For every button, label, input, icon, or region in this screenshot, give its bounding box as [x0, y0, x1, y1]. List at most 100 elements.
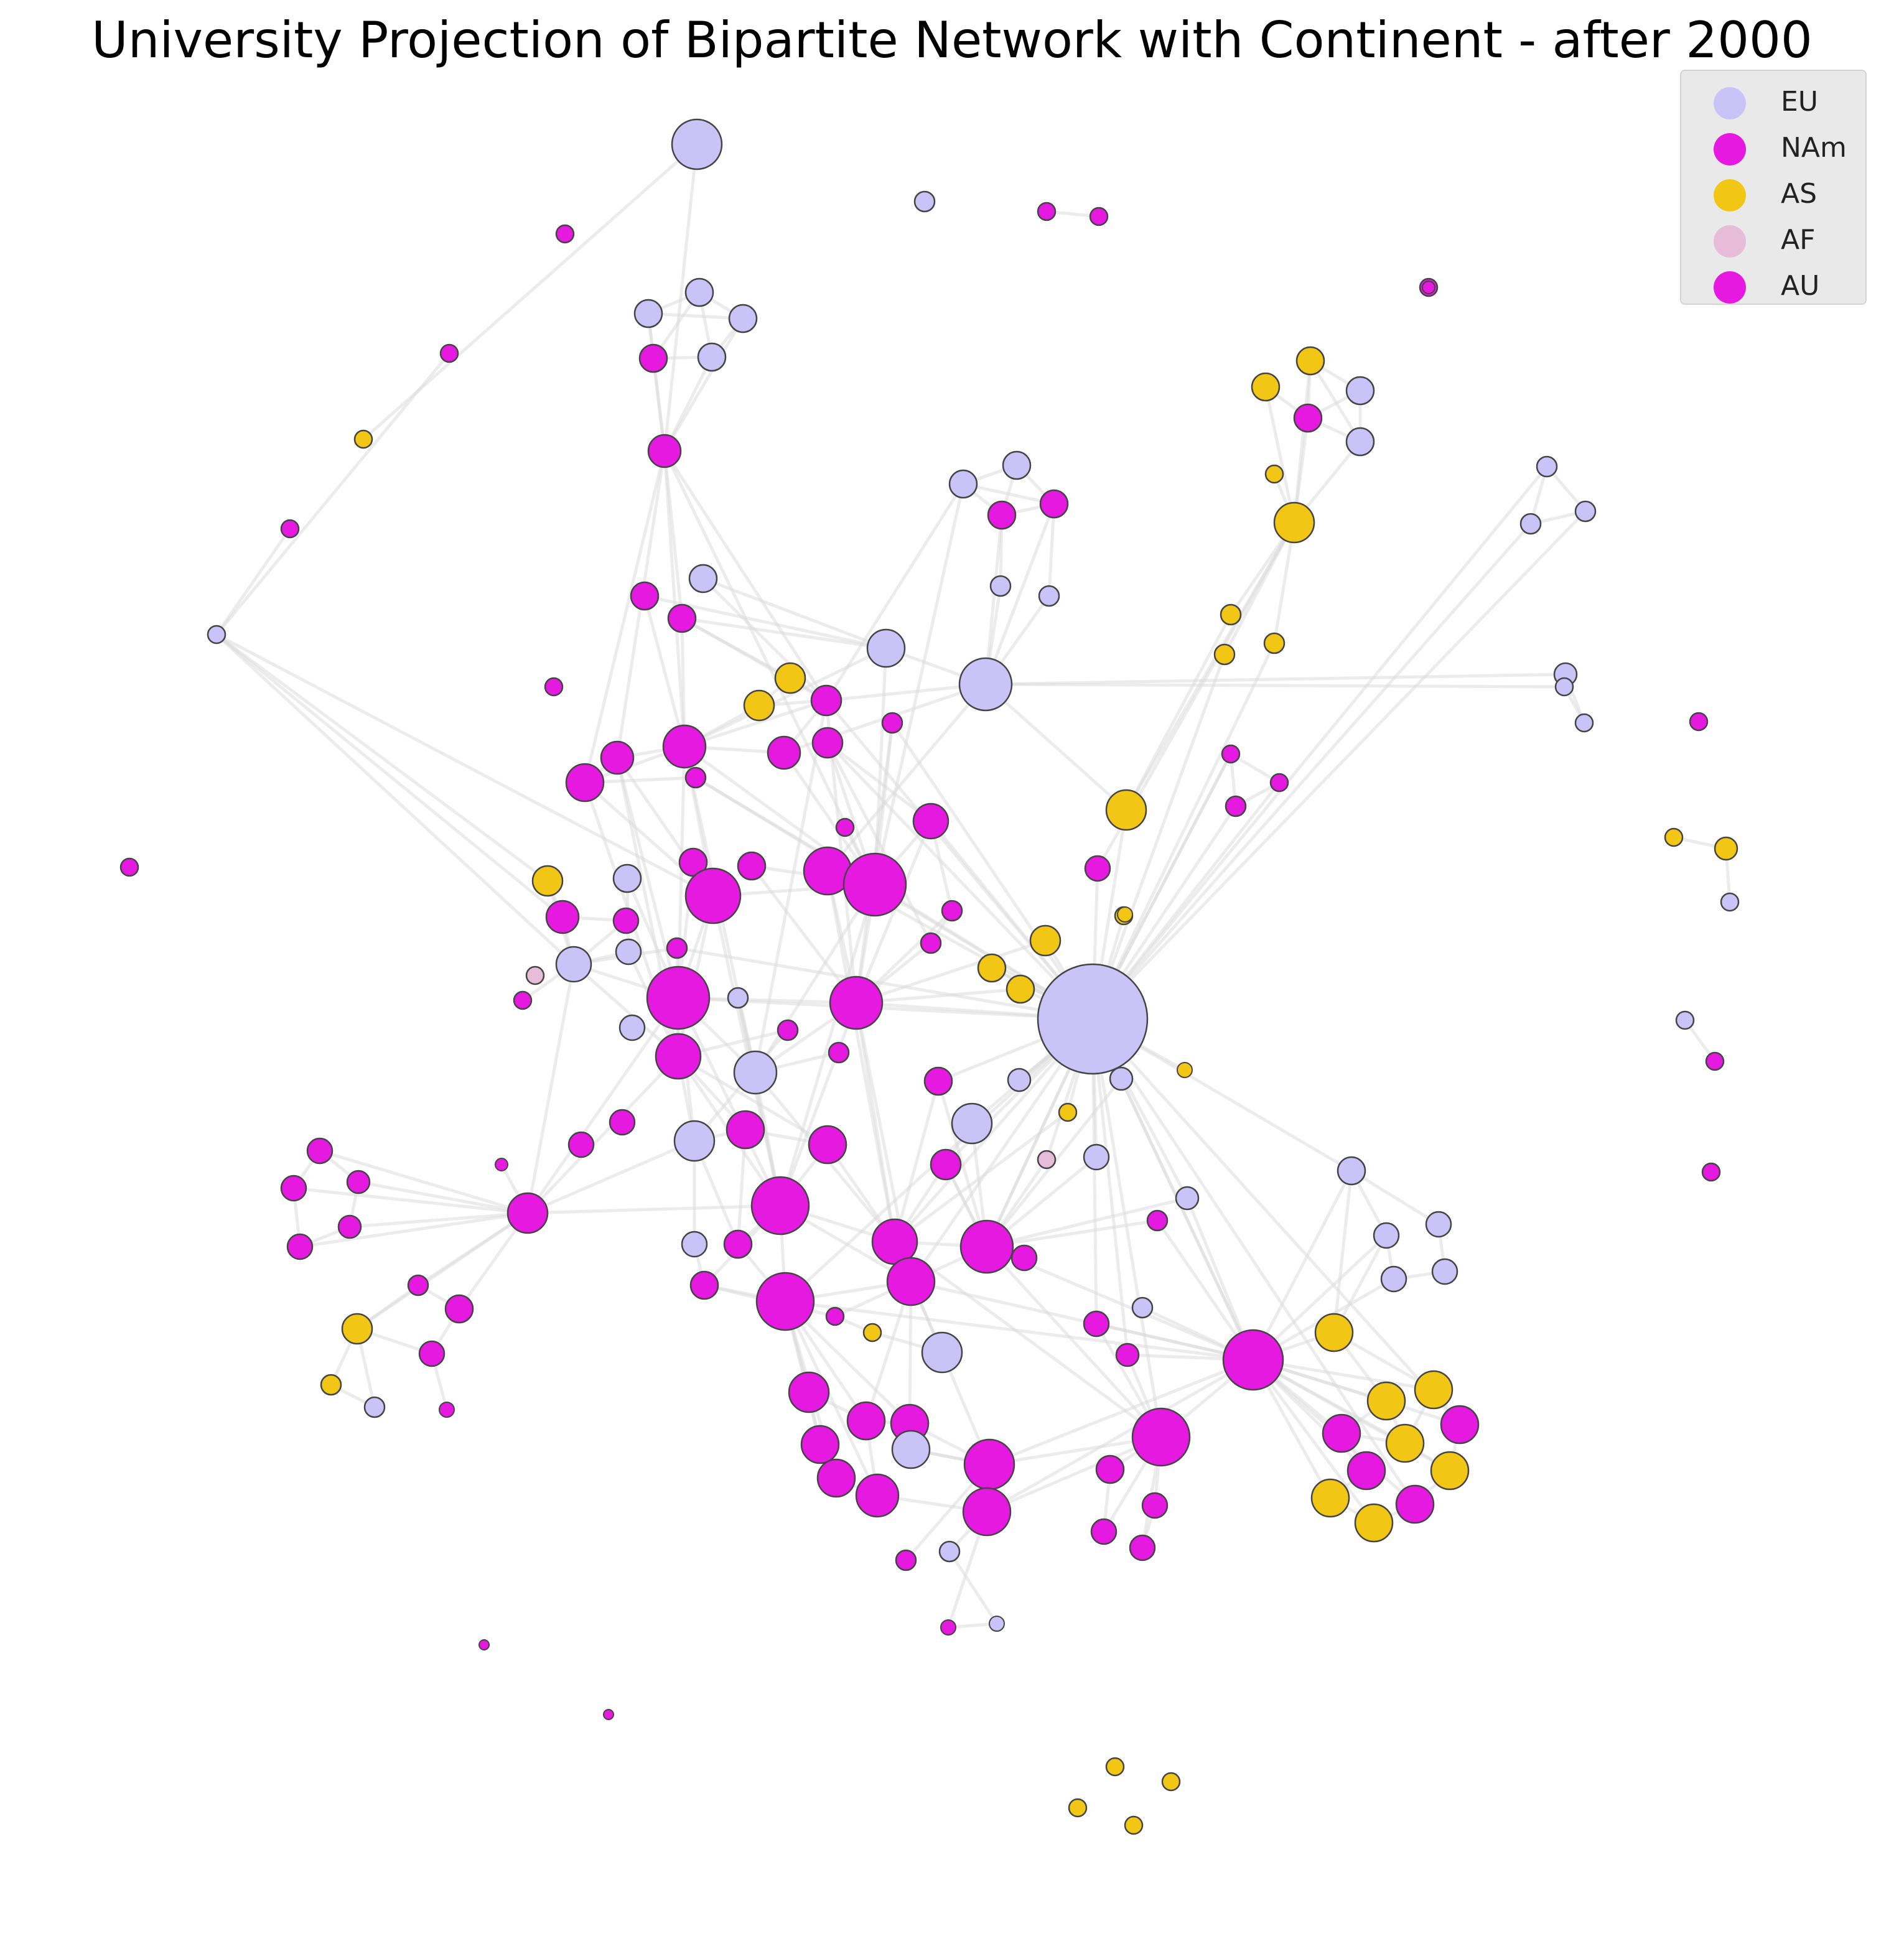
network-edge	[215, 352, 450, 636]
university-node-nam	[119, 857, 139, 877]
university-node-eu	[948, 469, 978, 499]
university-node-as	[1295, 346, 1325, 376]
university-node-nam	[565, 763, 605, 803]
network-edge	[754, 883, 877, 1074]
network-edge	[1264, 386, 1296, 523]
university-node-as	[1366, 1381, 1406, 1421]
university-node-nam	[1146, 1209, 1169, 1232]
network-edge	[526, 964, 576, 1214]
university-node-nam	[1090, 1518, 1118, 1545]
university-node-af	[1037, 1150, 1057, 1170]
university-node-nam	[737, 851, 767, 881]
legend-marker-nam	[1714, 133, 1746, 165]
university-node-nam	[609, 1109, 636, 1136]
university-node-eu	[728, 304, 758, 333]
university-node-eu	[1574, 500, 1597, 523]
university-node-as	[1177, 1062, 1193, 1078]
network-edge	[663, 317, 745, 452]
university-node-nam	[306, 1137, 334, 1165]
network-edge	[648, 312, 744, 320]
university-node-as	[1213, 643, 1236, 666]
university-node-nam	[280, 1175, 307, 1202]
university-node-nam	[495, 1158, 508, 1171]
network-edge	[663, 450, 828, 702]
university-node-nam	[439, 343, 459, 363]
university-node-nam	[1010, 1244, 1038, 1272]
university-node-nam	[1089, 207, 1109, 226]
university-node-nam	[1689, 712, 1709, 732]
university-node-nam	[678, 847, 708, 877]
network-edge	[1350, 1169, 1440, 1226]
university-node-af	[525, 966, 545, 985]
network-edge	[711, 895, 782, 1206]
network-edge	[750, 865, 857, 1004]
university-node-nam	[337, 1214, 362, 1239]
legend-label-au: AU	[1781, 270, 1820, 302]
university-node-nam	[567, 1131, 595, 1158]
network-edge	[754, 700, 828, 1073]
chart-title: University Projection of Bipartite Netwo…	[91, 11, 1813, 69]
university-node-nam	[1131, 1407, 1191, 1467]
university-node-nam	[612, 907, 640, 934]
university-node-eu	[633, 299, 663, 328]
university-node-eu	[1007, 1068, 1032, 1092]
university-node-eu	[671, 118, 723, 170]
university-node-as	[1105, 1757, 1125, 1777]
university-node-as	[862, 1323, 882, 1342]
university-node-as	[1414, 1370, 1454, 1410]
network-edge	[873, 483, 965, 885]
university-node-nam	[1037, 202, 1057, 221]
university-node-nam	[1225, 795, 1247, 817]
network-edge	[1091, 1018, 1129, 1356]
network-edge	[1253, 1358, 1460, 1426]
legend: EU NAm AS AF AU	[1680, 70, 1867, 305]
network-edge	[826, 742, 1094, 1020]
university-node-eu	[1083, 1143, 1110, 1171]
network-edge	[894, 1240, 1162, 1439]
network-edge	[643, 595, 686, 747]
legend-marker-au	[1714, 271, 1746, 304]
university-node-nam	[684, 766, 707, 789]
network-edge	[215, 633, 575, 966]
network-edge	[984, 683, 1127, 811]
university-node-nam	[750, 1176, 810, 1235]
university-node-nam	[1115, 1342, 1140, 1367]
university-node-nam	[767, 735, 801, 770]
university-node-eu	[673, 1120, 716, 1162]
network-edge	[986, 1245, 1162, 1438]
university-node-as	[1029, 924, 1062, 957]
university-node-nam	[962, 1487, 1012, 1537]
university-node-eu	[1519, 513, 1542, 535]
university-node-eu	[681, 1231, 708, 1258]
network-edge	[663, 144, 699, 452]
network-edge	[1332, 1170, 1353, 1333]
university-node-nam	[444, 1294, 474, 1324]
university-node-eu	[989, 575, 1012, 597]
university-node-nam	[286, 1233, 314, 1260]
university-node-eu	[555, 946, 592, 983]
university-node-as	[531, 865, 564, 897]
network-edge	[986, 1435, 1162, 1514]
university-node-as	[1006, 974, 1035, 1004]
university-node-nam	[407, 1274, 429, 1296]
university-node-nam	[1095, 1454, 1125, 1484]
legend-item-au: AU	[1681, 264, 1865, 311]
network-edge	[684, 699, 827, 748]
university-node-as	[1430, 1451, 1470, 1491]
network-edge	[893, 1122, 974, 1243]
university-node-eu	[1345, 427, 1375, 457]
university-node-nam	[346, 1170, 371, 1194]
legend-label-as: AS	[1781, 178, 1818, 210]
university-node-eu	[363, 1396, 386, 1418]
university-node-as	[1105, 789, 1147, 831]
university-node-nam	[545, 900, 580, 934]
university-node-nam	[1084, 855, 1111, 882]
university-node-eu	[1720, 892, 1740, 912]
network-edge	[785, 1300, 1254, 1362]
university-node-nam	[439, 1402, 455, 1418]
university-node-nam	[638, 343, 668, 373]
university-node-eu	[958, 657, 1013, 712]
network-edge	[856, 939, 1046, 1005]
university-node-nam	[855, 1473, 900, 1518]
